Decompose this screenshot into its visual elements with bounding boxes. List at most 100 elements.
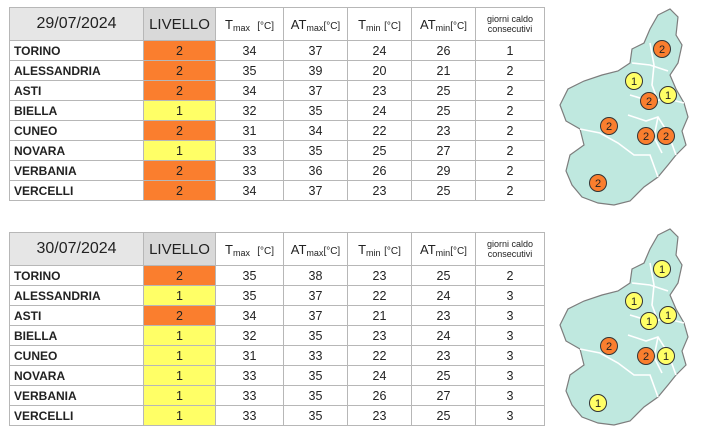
atmin-cell: 27	[411, 385, 476, 406]
table-row: NOVARA 1 33 35 24 25 3	[9, 365, 545, 386]
table-row: VERBANIA 1 33 35 26 27 3	[9, 385, 545, 406]
level-cell: 1	[143, 385, 216, 406]
level-marker: 1	[659, 306, 677, 324]
svg-text:2: 2	[643, 351, 649, 363]
level-header: LIVELLO	[143, 232, 216, 266]
tmax-cell: 32	[215, 325, 284, 346]
atmax-cell: 35	[283, 365, 348, 386]
tmin-cell: 22	[347, 345, 412, 366]
level-cell: 2	[143, 120, 216, 141]
atmax-cell: 37	[283, 40, 348, 61]
atmin-cell: 25	[411, 265, 476, 286]
atmax-cell: 37	[283, 180, 348, 201]
tmax-cell: 33	[215, 385, 284, 406]
table-row: ALESSANDRIA 1 35 37 22 24 3	[9, 285, 545, 306]
days-cell: 3	[475, 305, 545, 326]
atmin-cell: 25	[411, 405, 476, 426]
province-border	[629, 314, 685, 324]
tmin-cell: 24	[347, 100, 412, 121]
table-row: NOVARA 1 33 35 25 27 2	[9, 140, 545, 161]
tmax-cell: 35	[215, 265, 284, 286]
heat-table-29-07: 29/07/2024 LIVELLO Tmax [°C] ATmax[°C] T…	[9, 7, 545, 201]
atmax-cell: 34	[283, 120, 348, 141]
city-cell: TORINO	[9, 40, 144, 61]
city-cell: NOVARA	[9, 365, 144, 386]
atmin-cell: 25	[411, 365, 476, 386]
atmin-cell: 26	[411, 40, 476, 61]
province-border	[579, 348, 659, 398]
atmin-cell: 23	[411, 120, 476, 141]
svg-text:2: 2	[646, 96, 652, 108]
tmin-cell: 23	[347, 180, 412, 201]
tmax-cell: 34	[215, 305, 284, 326]
tmax-cell: 34	[215, 180, 284, 201]
atmax-cell: 35	[283, 405, 348, 426]
days-cell: 3	[475, 365, 545, 386]
table-row: VERCELLI 2 34 37 23 25 2	[9, 180, 545, 201]
date-header: 30/07/2024	[9, 232, 144, 266]
level-marker: 2	[637, 347, 655, 365]
table-row: ASTI 2 34 37 21 23 3	[9, 305, 545, 326]
tmin-cell: 20	[347, 60, 412, 81]
days-cell: 2	[475, 120, 545, 141]
city-cell: VERBANIA	[9, 385, 144, 406]
level-cell: 1	[143, 325, 216, 346]
atmin-header: ATmin[°C]	[411, 232, 476, 266]
days-cell: 1	[475, 40, 545, 61]
province-border	[629, 94, 685, 104]
days-cell: 2	[475, 140, 545, 161]
tmin-cell: 24	[347, 40, 412, 61]
atmax-cell: 35	[283, 385, 348, 406]
region-outline	[559, 228, 689, 426]
tmin-cell: 23	[347, 265, 412, 286]
days-cell: 2	[475, 160, 545, 181]
level-cell: 1	[143, 285, 216, 306]
level-cell: 2	[143, 305, 216, 326]
table-row: VERCELLI 1 33 35 23 25 3	[9, 405, 545, 426]
tmin-cell: 22	[347, 285, 412, 306]
atmax-cell: 38	[283, 265, 348, 286]
table-row: ASTI 2 34 37 23 25 2	[9, 80, 545, 101]
days-cell: 3	[475, 325, 545, 346]
city-cell: NOVARA	[9, 140, 144, 161]
level-marker: 2	[637, 127, 655, 145]
date-header: 29/07/2024	[9, 7, 144, 41]
level-marker: 2	[640, 92, 658, 110]
tmin-cell: 23	[347, 80, 412, 101]
city-cell: CUNEO	[9, 345, 144, 366]
level-cell: 2	[143, 60, 216, 81]
atmax-cell: 35	[283, 325, 348, 346]
level-cell: 2	[143, 180, 216, 201]
atmax-cell: 37	[283, 285, 348, 306]
tmin-cell: 24	[347, 365, 412, 386]
days-cell: 2	[475, 80, 545, 101]
tmax-header: Tmax [°C]	[215, 232, 284, 266]
svg-text:1: 1	[663, 351, 669, 363]
piemonte-map-30-07: 111 122 11	[559, 228, 689, 426]
tmax-cell: 35	[215, 285, 284, 306]
days-cell: 2	[475, 265, 545, 286]
atmin-header: ATmin[°C]	[411, 7, 476, 41]
svg-text:2: 2	[659, 44, 665, 56]
atmax-cell: 36	[283, 160, 348, 181]
days-cell: 2	[475, 100, 545, 121]
province-border	[649, 262, 659, 322]
tmin-cell: 25	[347, 140, 412, 161]
tmin-cell: 23	[347, 325, 412, 346]
days-cell: 2	[475, 180, 545, 201]
tmax-cell: 33	[215, 405, 284, 426]
city-cell: ASTI	[9, 80, 144, 101]
table-row: ALESSANDRIA 2 35 39 20 21 2	[9, 60, 545, 81]
city-cell: VERBANIA	[9, 160, 144, 181]
table-row: CUNEO 2 31 34 22 23 2	[9, 120, 545, 141]
level-marker: 2	[657, 127, 675, 145]
svg-text:1: 1	[595, 398, 601, 410]
level-marker: 1	[659, 86, 677, 104]
level-cell: 2	[143, 80, 216, 101]
days-cell: 3	[475, 345, 545, 366]
svg-text:1: 1	[659, 264, 665, 276]
svg-text:1: 1	[631, 296, 637, 308]
atmin-cell: 25	[411, 100, 476, 121]
atmin-cell: 21	[411, 60, 476, 81]
svg-text:1: 1	[665, 310, 671, 322]
